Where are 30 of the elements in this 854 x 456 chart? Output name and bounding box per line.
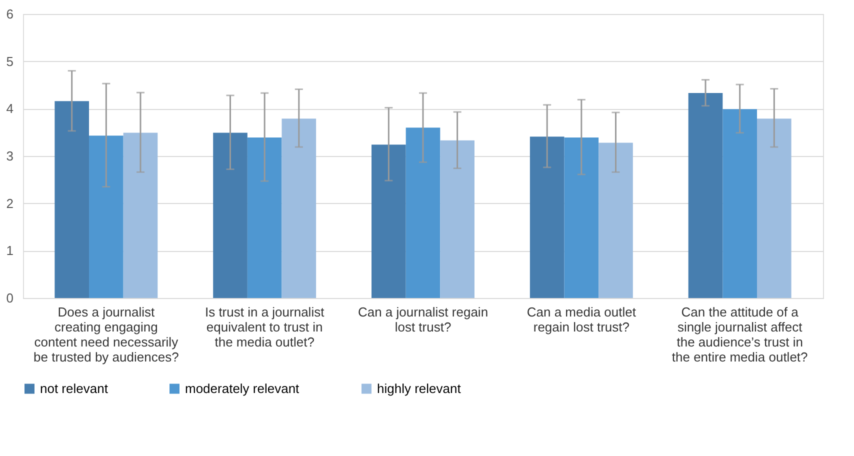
bar (282, 118, 316, 298)
y-tick-label: 2 (6, 196, 14, 211)
bar (722, 109, 757, 298)
x-tick-label: Can a media outlet regain lost trust? (526, 304, 636, 334)
bar (598, 142, 633, 298)
bar (440, 140, 474, 298)
x-tick-label: Is trust in a journalist equivalent to trust in the media outlet? (204, 304, 325, 350)
legend-label: highly relevant (377, 380, 462, 396)
y-tick-label: 6 (6, 6, 14, 22)
y-tick-label: 3 (6, 148, 14, 164)
bar (123, 132, 158, 298)
y-tick-label: 4 (6, 101, 14, 116)
bar (530, 136, 564, 298)
x-tick-label: Does a journalist creating engaging content need necessarily be trusted by audiences? (34, 304, 179, 364)
bar (89, 136, 124, 298)
bar (372, 144, 406, 298)
legend-label: moderately relevant (185, 380, 300, 396)
bar (406, 128, 440, 298)
x-tick-label: Can a journalist regain lost trust? (358, 304, 488, 334)
bar (756, 118, 792, 298)
bar (564, 138, 599, 298)
bar (247, 138, 282, 298)
y-tick-label: 0 (6, 290, 14, 306)
y-tick-label: 5 (6, 54, 14, 69)
bar (688, 93, 723, 298)
bar (213, 132, 248, 298)
y-tick-label: 1 (6, 243, 14, 258)
legend-label: not relevant (40, 380, 108, 396)
bar (54, 101, 90, 298)
x-tick-label: Can the attitude of a single journalist affect the audience’s trust in the entire media outlet? (672, 304, 808, 364)
